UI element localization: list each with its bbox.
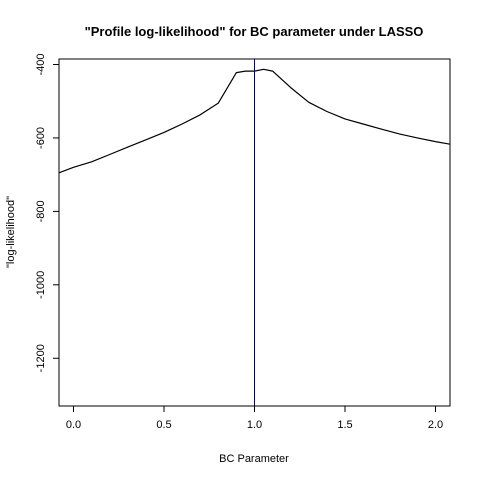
x-tick-label: 0.0 xyxy=(66,419,81,431)
x-tick-label: 0.5 xyxy=(156,419,171,431)
y-tick-label: -600 xyxy=(35,127,47,149)
y-tick-label: -1000 xyxy=(35,271,47,299)
y-axis: -1200 -1000 -800 -600 -400 xyxy=(35,53,59,372)
x-tick-label: 1.0 xyxy=(247,419,262,431)
chart-title: "Profile log-likelihood" for BC paramete… xyxy=(85,24,424,39)
y-tick-label: -400 xyxy=(35,53,47,75)
y-tick-label: -800 xyxy=(35,200,47,222)
x-axis: 0.0 0.5 1.0 1.5 2.0 xyxy=(66,406,443,431)
y-tick-label: -1200 xyxy=(35,344,47,372)
y-axis-label: "log-likelihood" xyxy=(5,196,17,268)
x-axis-label: BC Parameter xyxy=(219,453,289,465)
x-tick-label: 1.5 xyxy=(337,419,352,431)
x-tick-label: 2.0 xyxy=(428,419,443,431)
